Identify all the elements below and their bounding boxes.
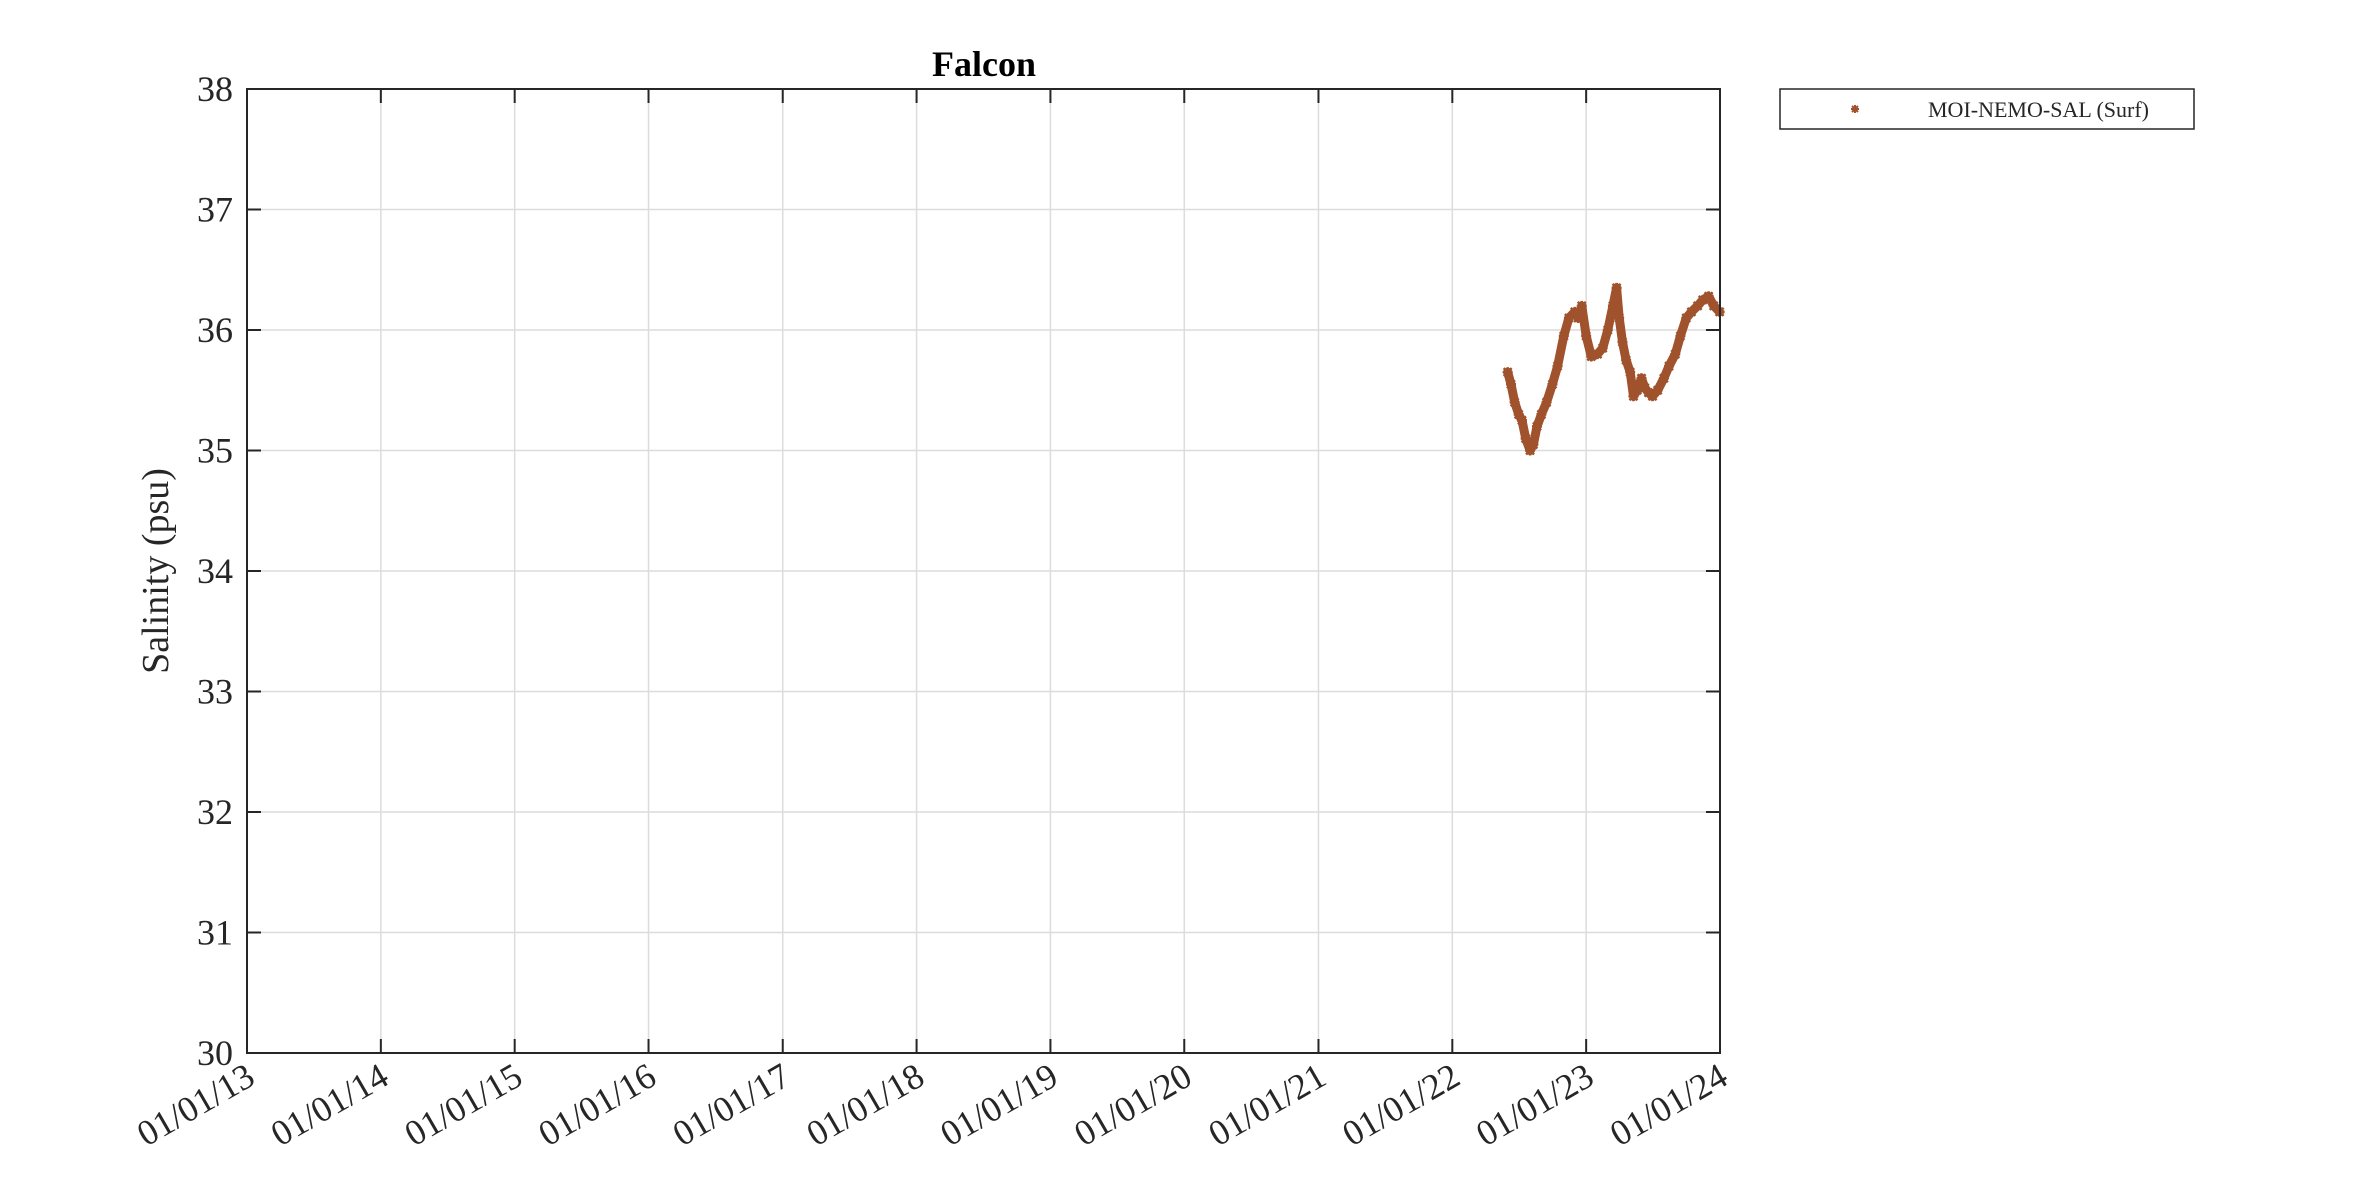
data-point	[1692, 300, 1703, 311]
data-point	[1513, 409, 1524, 420]
data-point	[1547, 379, 1558, 390]
data-point	[1636, 373, 1647, 384]
chart-title: Falcon	[932, 44, 1036, 84]
data-point	[1563, 312, 1574, 323]
data-point	[1625, 367, 1636, 378]
data-point	[1632, 385, 1643, 396]
y-tick-labels: 30 31 32 33 34 35 36 37 38	[197, 69, 233, 1073]
data-point	[1509, 397, 1520, 408]
data-point	[1536, 409, 1547, 420]
y-tick-label: 38	[197, 69, 233, 109]
data-point	[1621, 355, 1632, 366]
legend: MOI-NEMO-SAL (Surf)	[1779, 88, 2195, 130]
legend-marker	[1851, 105, 1859, 113]
grid	[246, 88, 1721, 1054]
data-point	[1681, 312, 1692, 323]
ticks	[246, 88, 1721, 1054]
data-point	[1675, 331, 1686, 342]
y-tick-label: 34	[197, 551, 233, 591]
data-point	[1697, 294, 1708, 305]
data-point	[1516, 415, 1527, 426]
data-point	[1505, 379, 1516, 390]
x-tick-label: 01/01/18	[800, 1055, 931, 1154]
data-point	[1652, 385, 1663, 396]
y-tick-label: 35	[197, 431, 233, 471]
data-point	[1703, 291, 1714, 302]
data-point	[1597, 343, 1608, 354]
data-point	[1628, 391, 1639, 402]
x-tick-label: 01/01/21	[1202, 1055, 1333, 1154]
data-point	[1670, 349, 1681, 360]
data-point	[1647, 391, 1658, 402]
y-tick-label: 32	[197, 792, 233, 832]
data-point	[1592, 349, 1603, 360]
y-tick-label: 36	[197, 310, 233, 350]
data-point	[1576, 300, 1587, 311]
data-point	[1558, 331, 1569, 342]
data-point	[1581, 331, 1592, 342]
data-point	[1602, 325, 1613, 335]
legend-asterisk-icon	[1851, 105, 1859, 113]
data-point	[1525, 445, 1536, 456]
x-tick-label: 01/01/19	[934, 1055, 1065, 1154]
data-point	[1664, 361, 1675, 372]
data-point	[1569, 306, 1580, 317]
y-tick-label: 30	[197, 1033, 233, 1073]
legend-entry-label: MOI-NEMO-SAL (Surf)	[1928, 97, 2149, 122]
data-point	[1617, 337, 1628, 348]
data-point	[1607, 300, 1618, 311]
x-tick-label: 01/01/24	[1603, 1055, 1734, 1154]
data-point	[1611, 282, 1622, 293]
x-tick-label: 01/01/20	[1067, 1055, 1198, 1154]
data-point	[1502, 367, 1513, 378]
x-tick-label: 01/01/14	[264, 1055, 395, 1154]
y-tick-label: 33	[197, 672, 233, 712]
data-point	[1614, 312, 1625, 323]
y-tick-label: 37	[197, 190, 233, 230]
y-axis-label: Salinity (psu)	[135, 468, 177, 674]
x-tick-label: 01/01/17	[666, 1055, 797, 1154]
data-point	[1541, 397, 1552, 408]
x-tick-label: 01/01/15	[398, 1055, 529, 1154]
x-tick-label: 01/01/16	[532, 1055, 663, 1154]
data-point	[1528, 439, 1539, 450]
x-tick-label: 01/01/22	[1335, 1055, 1466, 1154]
x-tick-label: 01/01/23	[1469, 1055, 1600, 1154]
legend-box	[1779, 88, 2195, 130]
data-point	[1586, 351, 1597, 362]
x-tick-label: 01/01/13	[130, 1055, 261, 1154]
data-point	[1532, 421, 1543, 432]
data-point	[1520, 433, 1531, 444]
data-point	[1552, 361, 1563, 372]
data-point	[1658, 373, 1669, 384]
plot-area	[1502, 282, 1725, 456]
data-point	[1573, 312, 1584, 323]
data-point	[1639, 382, 1650, 393]
series-moi-nemo-sal-surf-	[1502, 282, 1725, 456]
x-tick-labels: 01/01/13 01/01/14 01/01/15 01/01/16 01/01/17…	[130, 1055, 1734, 1154]
data-point	[1708, 300, 1719, 311]
data-point	[1686, 306, 1697, 317]
y-tick-label: 31	[197, 913, 233, 953]
